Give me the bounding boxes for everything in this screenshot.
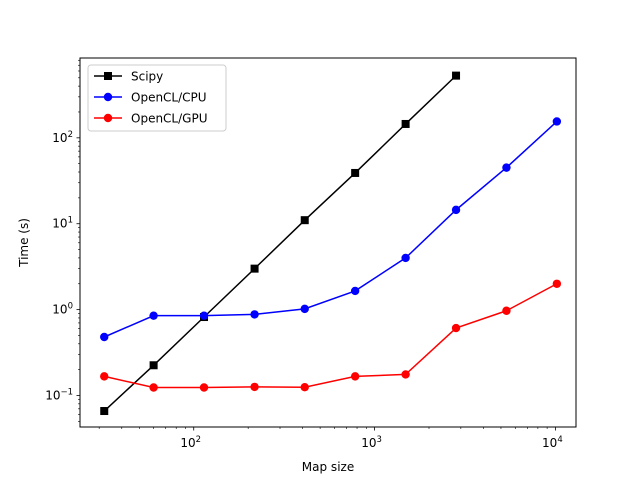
data-point-opencl-cpu	[300, 304, 309, 314]
y-tick-label: 10−1	[45, 388, 73, 403]
x-tick-label: 104	[542, 435, 563, 450]
data-point-opencl-gpu	[401, 370, 410, 379]
data-point-opencl-gpu	[502, 306, 511, 315]
data-point-opencl-cpu	[451, 205, 461, 215]
y-tick-label: 101	[52, 216, 73, 231]
data-point-opencl-gpu	[300, 382, 309, 392]
data-point-opencl-gpu	[552, 279, 562, 288]
series-line-opencl-cpu	[103, 120, 558, 338]
data-point-opencl-gpu	[451, 323, 461, 333]
data-point-opencl-cpu	[350, 286, 360, 296]
series-line-scipy	[103, 75, 457, 412]
legend-box	[87, 64, 227, 132]
legend: Scipy OpenCL/CPU OpenCL/GPU	[87, 64, 227, 132]
legend-marker-opencl-cpu	[103, 92, 113, 102]
data-point-opencl-gpu	[149, 383, 158, 392]
data-point-opencl-gpu	[250, 382, 259, 392]
plot-lines	[100, 71, 562, 416]
data-point-scipy	[149, 361, 158, 370]
data-point-opencl-cpu	[100, 332, 109, 342]
series-line-opencl-gpu	[104, 283, 558, 389]
data-point-scipy	[452, 71, 461, 80]
legend-marker-scipy	[104, 72, 112, 80]
data-point-opencl-cpu	[250, 310, 259, 319]
data-point-scipy	[300, 216, 309, 225]
data-point-opencl-cpu	[401, 253, 410, 263]
y-tick-label: 100	[52, 302, 73, 317]
data-point-opencl-cpu	[502, 163, 511, 172]
legend-label-scipy: Scipy	[131, 70, 163, 84]
series-opencl-gpu	[100, 279, 562, 392]
y-tick-label: 102	[52, 130, 73, 145]
legend-marker-opencl-gpu	[103, 113, 113, 123]
data-point-scipy	[401, 119, 410, 128]
x-axis-ticks: 102 103 104	[98, 427, 563, 450]
legend-label-opencl-cpu: OpenCL/CPU	[131, 91, 207, 105]
series-opencl-cpu	[100, 117, 562, 342]
data-point-scipy	[351, 168, 360, 177]
legend-label-opencl-gpu: OpenCL/GPU	[131, 112, 207, 126]
data-point-scipy	[100, 407, 109, 416]
data-point-opencl-gpu	[100, 372, 109, 381]
data-point-opencl-gpu	[199, 383, 209, 392]
x-tick-label: 102	[180, 435, 201, 450]
data-point-opencl-gpu	[350, 372, 360, 381]
data-point-opencl-cpu	[552, 117, 562, 126]
data-point-opencl-cpu	[149, 311, 158, 320]
data-point-scipy	[250, 264, 259, 273]
x-axis-label: Map size	[302, 460, 354, 474]
x-tick-label: 103	[361, 435, 382, 450]
data-point-opencl-cpu	[199, 311, 209, 320]
y-axis-ticks: 10−1 100 101 102	[45, 59, 80, 422]
y-axis-label: Time (s)	[17, 218, 31, 268]
